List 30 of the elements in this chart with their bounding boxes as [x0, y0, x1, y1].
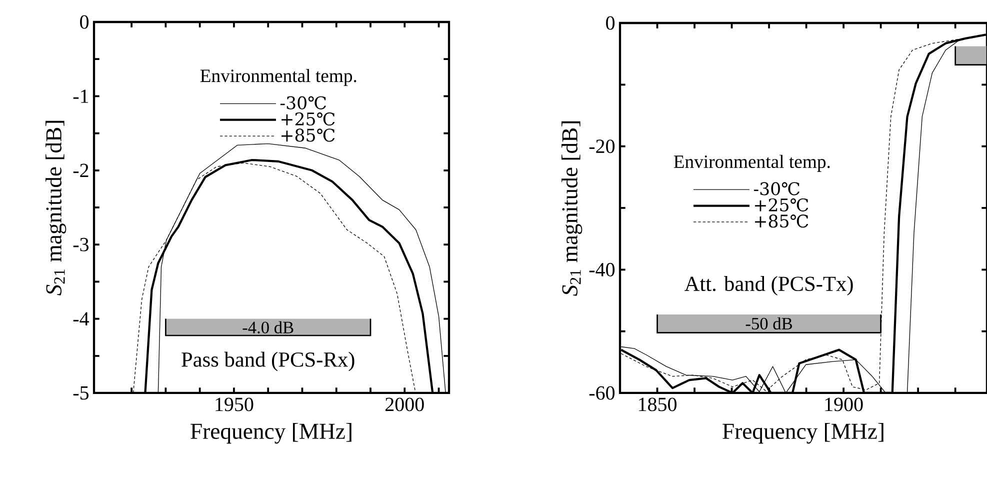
legend-title: Environmental temp. [674, 154, 830, 172]
y-tick-label: -3 [73, 238, 89, 252]
annotation: Pass band (PCS-Rx) [182, 352, 354, 372]
band-label: -50 dB [746, 317, 792, 330]
legend-label: -30℃ [280, 96, 326, 110]
y-tick-label: -5 [73, 386, 89, 400]
x-axis-title: Frequency [MHz] [722, 423, 884, 444]
annotation: Att. band (PCS-Tx) [684, 276, 853, 296]
legend-label: +25℃ [282, 112, 335, 126]
x-tick-label: 2000 [386, 398, 424, 412]
legend-label: +85℃ [282, 128, 335, 142]
y-tick-label: -4 [73, 312, 89, 326]
y-tick-label: -60 [589, 386, 615, 400]
x-tick-label: 1950 [216, 398, 254, 412]
legend-label: +85℃ [755, 214, 808, 228]
y-axis-title: S$_{21}$ magnitude [dB] [562, 121, 582, 296]
band-label: -4.0 dB [242, 321, 294, 334]
x-tick-label: 1850 [639, 398, 677, 412]
x-tick-label: 1900 [825, 398, 863, 412]
y-tick-label: -2 [73, 164, 88, 178]
y-tick-label: -1 [73, 90, 88, 103]
legend-label: -30℃ [754, 182, 800, 196]
y-tick-label: -20 [589, 140, 615, 154]
y-axis-title: S$_{21}$ magnitude [dB] [46, 120, 66, 296]
x-axis-title: Frequency [MHz] [190, 423, 352, 444]
y-tick-label: 0 [80, 15, 89, 29]
legend-title: Environmental temp. [200, 68, 356, 86]
legend-label: +25℃ [755, 198, 808, 212]
y-tick-label: 0 [606, 16, 615, 30]
y-tick-label: -40 [589, 262, 615, 276]
